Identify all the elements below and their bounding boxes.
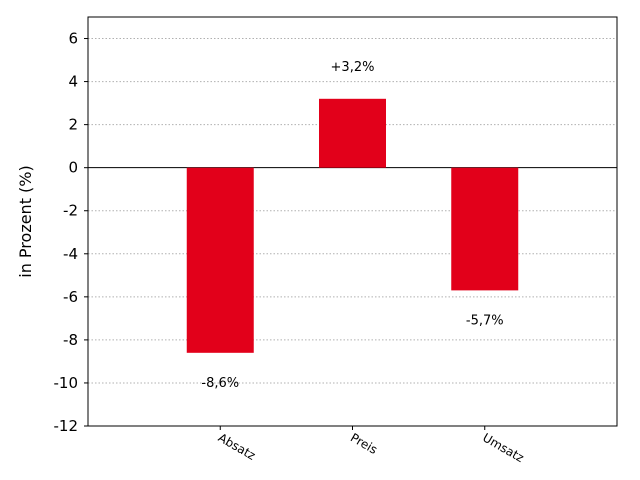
y-tick-label: -12 (54, 417, 79, 435)
y-axis-label: in Prozent (%) (16, 165, 35, 277)
bar-absatz (186, 167, 254, 353)
y-tick-label: 4 (68, 73, 78, 91)
bar-umsatz (451, 167, 519, 291)
data-label: -8,6% (201, 376, 239, 391)
y-tick-label: 0 (68, 159, 78, 177)
y-tick-label: -2 (63, 202, 78, 220)
y-tick-label: 2 (68, 116, 78, 134)
grid-lines (88, 38, 617, 427)
y-tick-label: -6 (63, 288, 78, 306)
data-label: +3,2% (331, 60, 375, 75)
data-labels: -8,6% +3,2% -5,7% (201, 60, 503, 391)
y-tick-label: -8 (63, 331, 78, 349)
x-tick-label: Preis (348, 430, 380, 456)
x-tick-label: Umsatz (480, 430, 526, 465)
bars (186, 98, 519, 353)
y-tick-label: 6 (68, 30, 78, 48)
x-tick-label: Absatz (216, 430, 258, 462)
y-axis-ticks: 6 4 2 0 -2 -4 -6 -8 -10 -12 (54, 30, 88, 435)
y-tick-label: -10 (54, 374, 79, 392)
data-label: -5,7% (466, 313, 504, 328)
bar-preis (319, 98, 386, 168)
y-tick-label: -4 (63, 245, 78, 263)
plot-frame (87, 16, 618, 427)
x-axis-labels: Absatz Preis Umsatz (216, 426, 526, 465)
